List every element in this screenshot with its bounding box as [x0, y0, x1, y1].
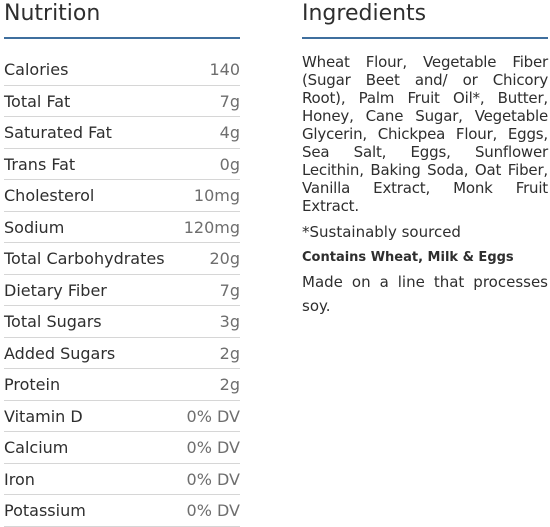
nutrition-section: Nutrition Calories 140 Total Fat 7g Satura… — [4, 0, 240, 527]
processing-note: Made on a line that processes soy. — [302, 273, 548, 315]
nutrient-value: 20g — [209, 249, 240, 268]
table-row: Sodium 120mg — [4, 212, 240, 243]
nutrient-value: 2g — [219, 343, 240, 363]
table-row: Total Sugars 3g — [4, 306, 240, 338]
table-row: Total Fat 7g — [4, 86, 240, 117]
nutrition-title-rule — [4, 37, 240, 39]
nutrient-label: Potassium — [4, 501, 86, 520]
nutrient-value: 0% DV — [186, 406, 240, 426]
nutrient-label: Protein — [4, 375, 61, 394]
allergen-statement: Contains Wheat, Milk & Eggs — [302, 250, 514, 265]
nutrient-label: Total Sugars — [4, 312, 102, 331]
nutrient-label: Iron — [4, 469, 35, 489]
nutrient-label: Calories — [4, 60, 69, 79]
nutrition-title: Nutrition — [4, 1, 101, 26]
table-row: Trans Fat 0g — [4, 149, 240, 180]
sourcing-note: *Sustainably sourced — [302, 223, 461, 241]
table-row: Iron 0% DV — [4, 464, 240, 495]
nutrient-value: 2g — [219, 375, 240, 394]
ingredients-section: Ingredients Wheat Flour, Vegetable Fiber… — [302, 0, 548, 318]
nutrient-label: Sodium — [4, 217, 65, 237]
table-row: Potassium 0% DV — [4, 495, 240, 527]
nutrient-label: Total Fat — [4, 91, 71, 111]
table-row: Calories 140 — [4, 54, 240, 86]
nutrient-label: Total Carbohydrates — [4, 249, 165, 268]
nutrient-value: 0% DV — [186, 438, 240, 457]
nutrient-value: 3g — [219, 312, 240, 331]
table-row: Added Sugars 2g — [4, 338, 240, 369]
table-row: Calcium 0% DV — [4, 432, 240, 464]
nutrient-value: 120mg — [183, 217, 240, 237]
table-row: Saturated Fat 4g — [4, 117, 240, 149]
nutrient-label: Saturated Fat — [4, 123, 112, 142]
nutrient-label: Vitamin D — [4, 406, 83, 426]
ingredients-title: Ingredients — [302, 1, 427, 26]
nutrient-value: 140 — [209, 60, 240, 79]
nutrient-label: Cholesterol — [4, 186, 95, 205]
table-row: Dietary Fiber 7g — [4, 275, 240, 306]
nutrient-value: 7g — [219, 280, 240, 300]
nutrient-value: 7g — [219, 91, 240, 111]
nutrient-value: 0% DV — [186, 501, 240, 520]
nutrient-value: 0g — [219, 154, 240, 174]
table-row: Total Carbohydrates 20g — [4, 243, 240, 275]
table-row: Protein 2g — [4, 369, 240, 401]
nutrient-label: Added Sugars — [4, 343, 116, 363]
nutrient-value: 0% DV — [186, 469, 240, 489]
nutrient-label: Calcium — [4, 438, 69, 457]
nutrient-label: Dietary Fiber — [4, 280, 107, 300]
ingredients-title-rule — [302, 37, 548, 39]
nutrient-value: 10mg — [193, 186, 240, 205]
nutrition-table: Calories 140 Total Fat 7g Saturated Fat 4g … — [4, 54, 240, 527]
nutrient-label: Trans Fat — [4, 154, 76, 174]
table-row: Vitamin D 0% DV — [4, 401, 240, 432]
ingredients-list: Wheat Flour, Vegetable Fiber (Sugar Beet… — [302, 53, 548, 215]
nutrient-value: 4g — [219, 123, 240, 142]
table-row: Cholesterol 10mg — [4, 180, 240, 212]
